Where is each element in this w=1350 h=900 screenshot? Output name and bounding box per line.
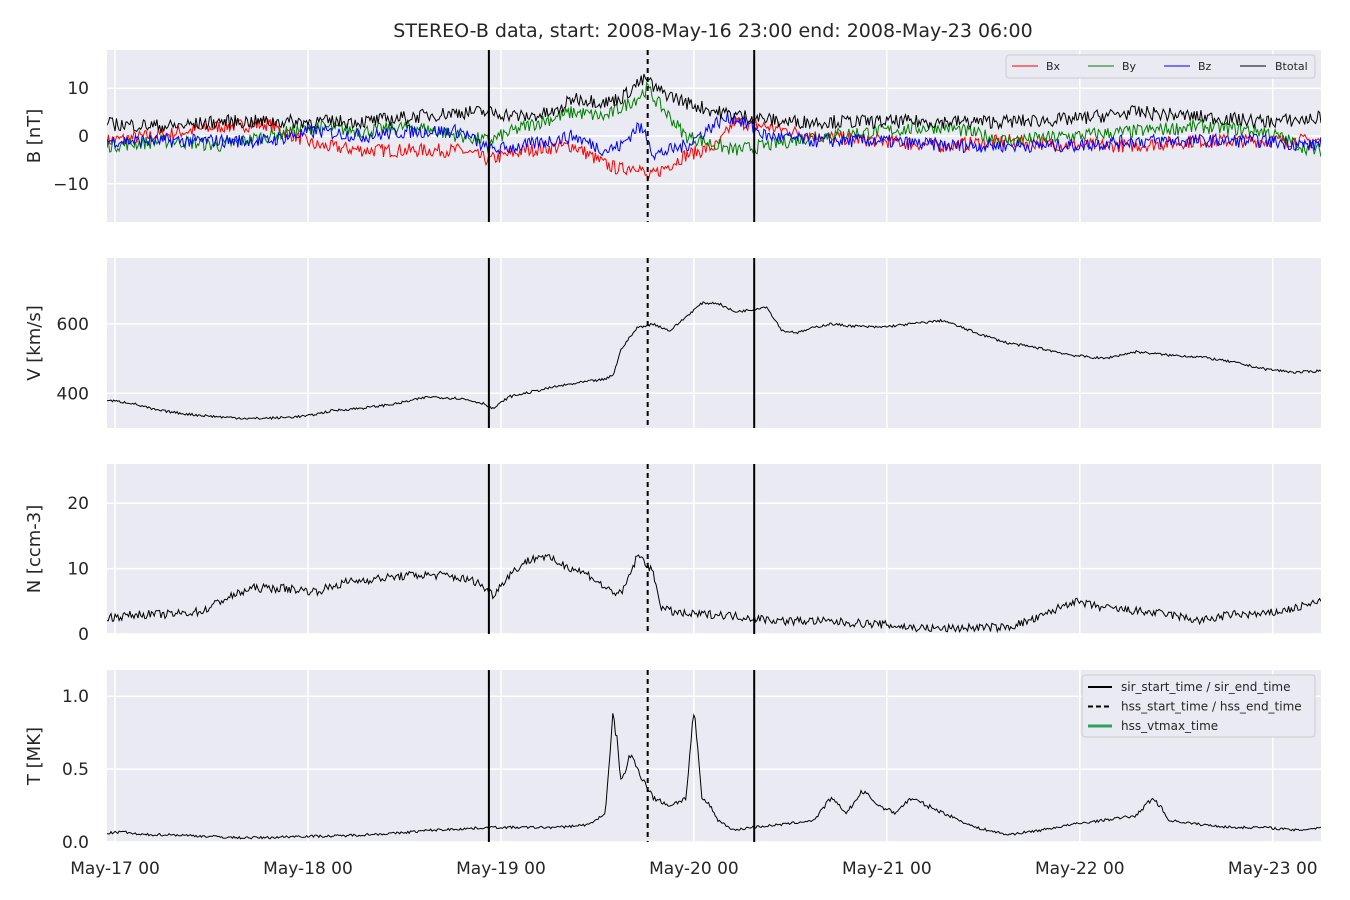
- y-tick-label: 400: [57, 384, 89, 404]
- y-tick-label: 0: [78, 127, 89, 147]
- x-axis-tick-labels: May-17 00 May-18 00 May-19 00 May-20 00 May-…: [70, 859, 1317, 879]
- legend-label-btotal: Btotal: [1275, 60, 1308, 73]
- x-tick-label: May-17 00: [70, 859, 160, 879]
- y-tick-label: 0: [78, 625, 89, 645]
- legend-box: [1081, 674, 1316, 738]
- x-tick-label: May-18 00: [263, 859, 353, 879]
- y-tick-label: 0.0: [62, 833, 89, 853]
- series-t: [107, 713, 1321, 840]
- y-tick-label: 10: [67, 79, 89, 99]
- y-axis-label: B [nT]: [24, 109, 45, 164]
- legend-label-1: sir_start_time / sir_end_time: [1121, 680, 1291, 694]
- t-legend: sir_start_time / sir_end_time hss_start_t…: [1081, 674, 1316, 738]
- x-tick-label: May-21 00: [842, 859, 932, 879]
- series-btotal: [107, 73, 1321, 133]
- x-tick-label: May-23 00: [1228, 859, 1318, 879]
- legend-label-2: hss_start_time / hss_end_time: [1121, 700, 1302, 714]
- series-v: [107, 301, 1321, 421]
- panel-t: 1.0 0.5 0.0 T [MK] sir_start_time / sir_end_…: [24, 670, 1321, 853]
- x-tick-label: May-19 00: [456, 859, 546, 879]
- panel-n: 20 10 0 N [ccm-3]: [24, 464, 1321, 645]
- y-tick-label: 20: [67, 494, 89, 514]
- y-tick-label: −10: [53, 175, 89, 195]
- y-tick-label: 0.5: [62, 760, 89, 780]
- panel-v: 600 400 V [km/s]: [24, 258, 1321, 428]
- series-bx: [107, 115, 1321, 183]
- panels: 10 0 −10 B [nT] Bx By Bz Btotal 600 400 V [km/s] 20…: [24, 50, 1321, 853]
- panel-b: 10 0 −10 B [nT] Bx By Bz Btotal: [24, 50, 1321, 222]
- legend-label-bx: Bx: [1046, 60, 1061, 73]
- legend-box: [1005, 54, 1316, 79]
- x-tick-label: May-20 00: [649, 859, 739, 879]
- plot-area: [107, 464, 1321, 634]
- series-by: [107, 81, 1321, 157]
- y-axis-label: N [ccm-3]: [24, 505, 45, 594]
- legend-label-by: By: [1122, 60, 1137, 73]
- legend-label-bz: Bz: [1198, 60, 1212, 73]
- figure-title: STEREO-B data, start: 2008-May-16 23:00 …: [393, 20, 1032, 42]
- y-tick-label: 600: [57, 315, 89, 335]
- plot-area: [107, 258, 1321, 428]
- legend-label-3: hss_vtmax_time: [1121, 719, 1218, 733]
- x-tick-label: May-22 00: [1035, 859, 1125, 879]
- y-tick-label: 1.0: [62, 687, 89, 707]
- b-legend: Bx By Bz Btotal: [1005, 54, 1316, 79]
- series-n: [107, 553, 1321, 634]
- series-bz: [107, 111, 1321, 161]
- y-axis-label: T [MK]: [24, 727, 45, 786]
- y-axis-label: V [km/s]: [24, 305, 45, 380]
- y-tick-label: 10: [67, 560, 89, 580]
